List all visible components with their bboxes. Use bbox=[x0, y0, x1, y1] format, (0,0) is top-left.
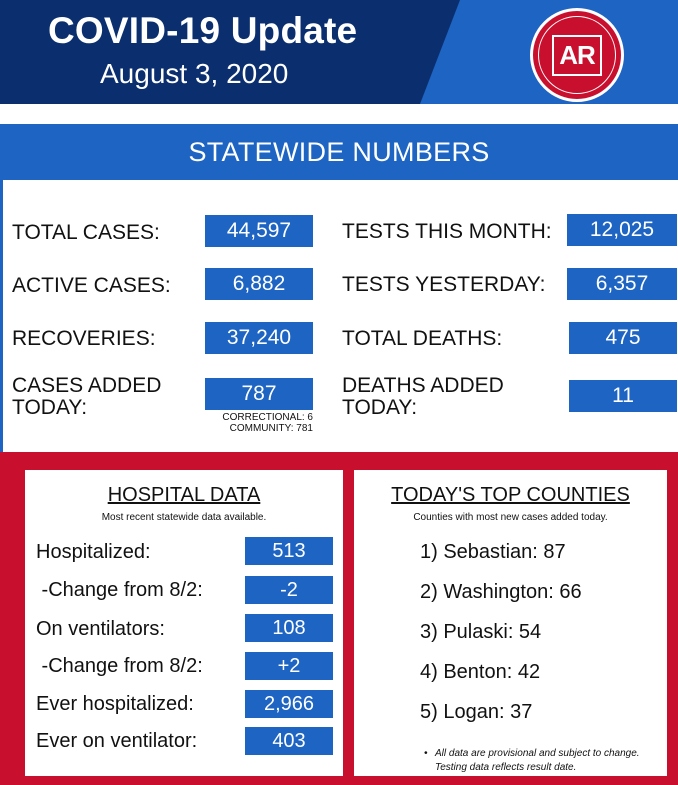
statewide-left-edge bbox=[0, 180, 3, 452]
deaths-added-today-label: DEATHS ADDED TODAY: bbox=[342, 374, 504, 419]
statewide-title: STATEWIDE NUMBERS bbox=[188, 137, 490, 167]
hospitalized-label: Hospitalized: bbox=[36, 541, 151, 563]
ever-hospitalized-value: 2,966 bbox=[245, 690, 333, 718]
counties-title: TODAY'S TOP COUNTIES bbox=[391, 484, 630, 506]
hospital-subtitle: Most recent statewide data available. bbox=[101, 512, 267, 523]
county-item-1: 1) Sebastian: 87 bbox=[420, 541, 566, 563]
ventilators-label: On ventilators: bbox=[36, 618, 165, 640]
footnote-bullet: • bbox=[424, 748, 428, 759]
ventilators-value: 108 bbox=[245, 614, 333, 642]
tests-yesterday-value: 6,357 bbox=[567, 268, 677, 300]
total-cases-label: TOTAL CASES: bbox=[12, 221, 160, 244]
counties-subtitle: Counties with most new cases added today… bbox=[413, 512, 608, 523]
footnote-provisional: All data are provisional and subject to … bbox=[435, 748, 640, 759]
county-item-3: 3) Pulaski: 54 bbox=[420, 621, 542, 643]
tests-yesterday-label: TESTS YESTERDAY: bbox=[342, 273, 546, 296]
ever-ventilator-label: Ever on ventilator: bbox=[36, 730, 198, 752]
statewide-bar bbox=[0, 124, 678, 180]
cases-added-today-value: 787 bbox=[205, 378, 313, 410]
footnote-testing: Testing data reflects result date. bbox=[435, 762, 577, 773]
tests-this-month-label: TESTS THIS MONTH: bbox=[342, 220, 552, 243]
recoveries-value: 37,240 bbox=[205, 322, 313, 354]
hospitalized-change-label: -Change from 8/2: bbox=[36, 579, 203, 601]
recoveries-label: RECOVERIES: bbox=[12, 327, 156, 350]
ever-ventilator-value: 403 bbox=[245, 727, 333, 755]
hospitalized-value: 513 bbox=[245, 537, 333, 565]
header-gap bbox=[0, 104, 678, 124]
deaths-added-today-value: 11 bbox=[569, 380, 677, 412]
total-deaths-value: 475 bbox=[569, 322, 677, 354]
hospital-title: HOSPITAL DATA bbox=[107, 484, 261, 506]
header-diagonal bbox=[420, 0, 460, 104]
ever-hospitalized-label: Ever hospitalized: bbox=[36, 693, 194, 715]
cases-added-today-label: CASES ADDED TODAY: bbox=[12, 374, 162, 419]
county-item-2: 2) Washington: 66 bbox=[420, 581, 582, 603]
cases-added-note-correctional: CORRECTIONAL: 6 bbox=[222, 412, 313, 423]
active-cases-label: ACTIVE CASES: bbox=[12, 274, 171, 297]
page-date: August 3, 2020 bbox=[100, 58, 289, 89]
logo-text: AR bbox=[552, 34, 602, 76]
total-cases-value: 44,597 bbox=[205, 215, 313, 247]
page-title: COVID-19 Update bbox=[48, 10, 358, 51]
active-cases-value: 6,882 bbox=[205, 268, 313, 300]
tests-this-month-value: 12,025 bbox=[567, 214, 677, 246]
arkansas-health-logo: AR bbox=[530, 8, 624, 102]
ventilators-change-value: +2 bbox=[245, 652, 333, 680]
ventilators-change-label: -Change from 8/2: bbox=[36, 655, 203, 677]
total-deaths-label: TOTAL DEATHS: bbox=[342, 327, 503, 350]
counties-panel bbox=[354, 470, 667, 776]
cases-added-note-community: COMMUNITY: 781 bbox=[229, 423, 313, 434]
logo-ring bbox=[538, 16, 616, 94]
county-item-5: 5) Logan: 37 bbox=[420, 701, 533, 723]
county-item-4: 4) Benton: 42 bbox=[420, 661, 541, 683]
hospitalized-change-value: -2 bbox=[245, 576, 333, 604]
header-banner: COVID-19 Update August 3, 2020 AR bbox=[0, 0, 678, 104]
